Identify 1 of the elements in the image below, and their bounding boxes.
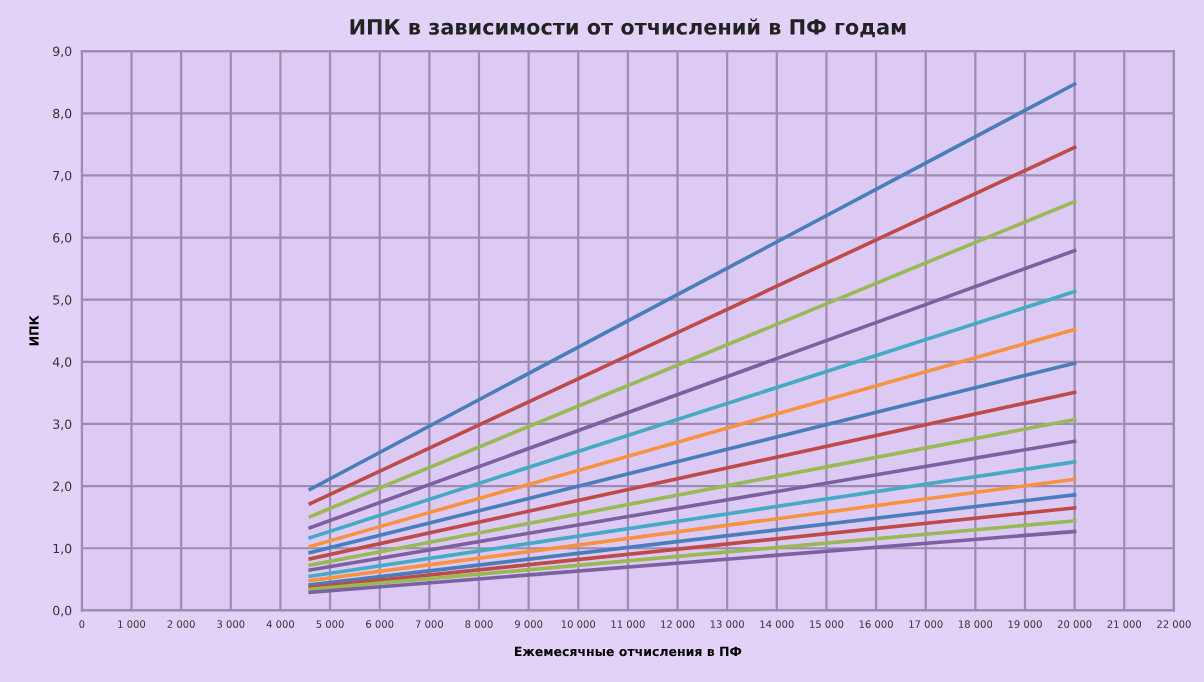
chart-title: ИПК в зависимости от отчислений в ПФ годам [350, 18, 906, 38]
